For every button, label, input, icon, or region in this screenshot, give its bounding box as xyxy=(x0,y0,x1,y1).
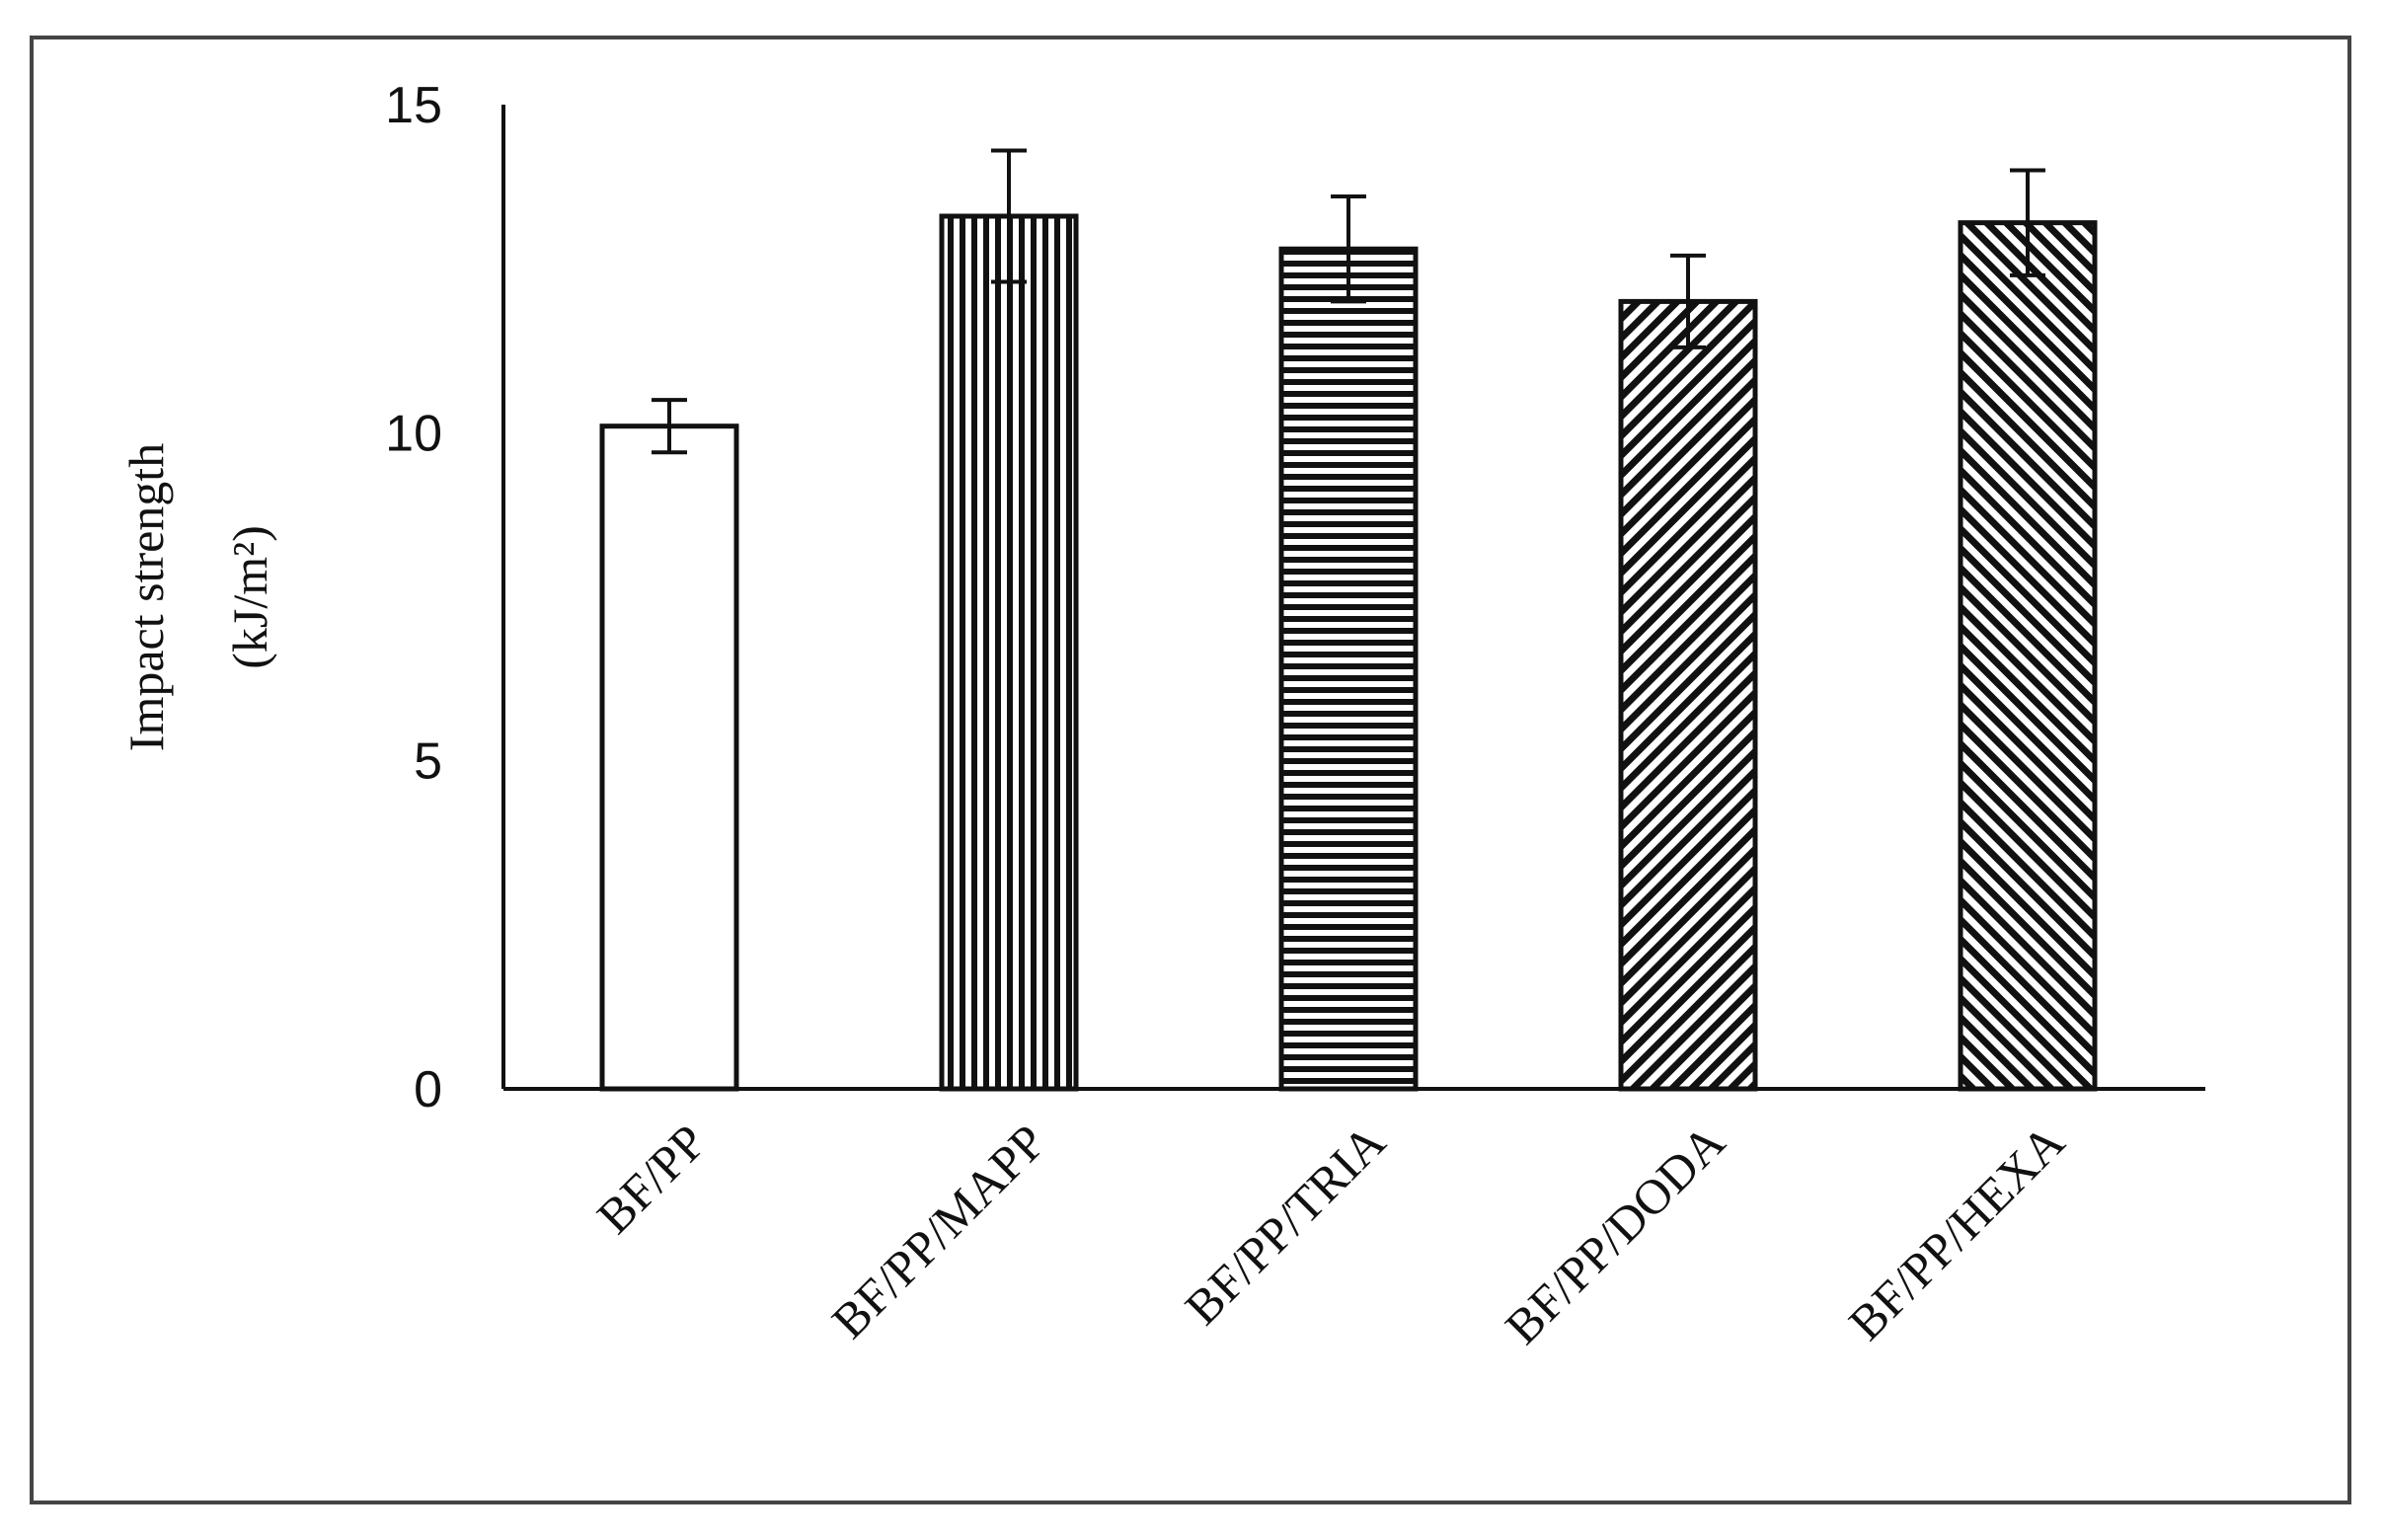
bar-bf-pp-hexa xyxy=(1958,220,2098,1092)
y-tick-label: 5 xyxy=(414,733,442,791)
error-bar xyxy=(1670,253,1706,349)
y-axis-unit: (kJ/m²) xyxy=(222,525,277,669)
error-bar xyxy=(991,148,1027,284)
bar-bf-pp-tria xyxy=(1278,246,1419,1092)
category-label: BF/PP/TRIA xyxy=(1174,1114,1395,1335)
y-tick-label: 10 xyxy=(385,405,442,462)
y-axis-label: Impact strength xyxy=(118,443,174,751)
bar-bf-pp xyxy=(599,424,739,1092)
y-tick-label: 15 xyxy=(385,77,442,134)
category-label: BF/PP xyxy=(586,1114,717,1244)
category-label: BF/PP/DODA xyxy=(1495,1114,1735,1354)
error-bar xyxy=(652,398,687,455)
category-label: BF/PP/MAPP xyxy=(821,1114,1056,1348)
error-bar xyxy=(2010,168,2045,277)
y-tick-label: 0 xyxy=(414,1061,442,1118)
error-bar xyxy=(1331,194,1366,304)
bar-bf-pp-doda xyxy=(1618,298,1758,1092)
category-label: BF/PP/HEXA xyxy=(1838,1114,2075,1350)
bar-bf-pp-mapp xyxy=(939,213,1079,1092)
